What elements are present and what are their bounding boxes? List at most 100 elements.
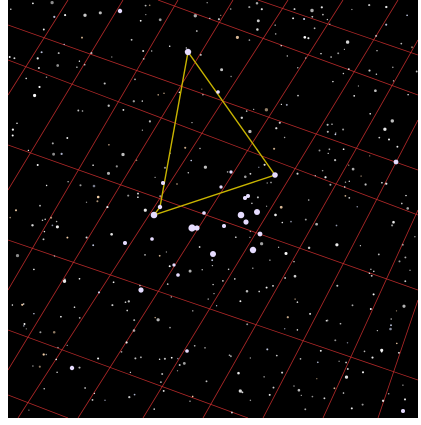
star (126, 341, 128, 343)
bright-star[interactable] (185, 49, 191, 55)
grid-line (18, 0, 288, 418)
star (279, 122, 281, 124)
bright-star[interactable] (250, 247, 256, 253)
bright-star[interactable] (394, 160, 399, 165)
bright-star[interactable] (150, 237, 154, 241)
bright-star[interactable] (246, 194, 250, 198)
star (44, 231, 45, 232)
star (159, 18, 162, 21)
bright-star[interactable] (118, 9, 122, 13)
star (157, 318, 160, 321)
star (229, 354, 231, 356)
star (144, 209, 147, 212)
star (206, 2, 207, 3)
star (330, 56, 332, 58)
star (58, 52, 60, 54)
star (321, 6, 323, 8)
star (43, 29, 45, 31)
star (12, 134, 14, 136)
star (74, 306, 76, 308)
star (202, 94, 203, 95)
bright-star[interactable] (185, 349, 189, 353)
star (362, 404, 364, 406)
star (284, 137, 285, 138)
star (390, 324, 392, 326)
star (134, 394, 136, 396)
star (133, 100, 135, 102)
star (334, 339, 336, 341)
bright-star[interactable] (70, 366, 74, 370)
star (406, 207, 409, 210)
star (331, 123, 333, 125)
star (369, 113, 371, 115)
bright-star[interactable] (138, 287, 143, 292)
star (266, 206, 267, 207)
star (251, 203, 252, 204)
star-chart[interactable] (8, 0, 418, 418)
bright-star[interactable] (194, 225, 199, 230)
bright-star[interactable] (176, 273, 180, 277)
star (360, 245, 361, 246)
star (228, 269, 230, 271)
star (280, 206, 283, 209)
star (308, 199, 310, 201)
star (336, 285, 338, 287)
star (64, 278, 66, 280)
star (284, 252, 287, 255)
star (10, 8, 11, 9)
bright-star[interactable] (158, 205, 162, 209)
star (402, 305, 405, 308)
bright-star[interactable] (161, 181, 165, 185)
star (411, 46, 413, 48)
bright-star[interactable] (243, 219, 248, 224)
star (352, 168, 355, 171)
bright-star[interactable] (272, 172, 278, 178)
star (39, 205, 41, 207)
star (360, 175, 361, 176)
bright-star[interactable] (222, 224, 226, 228)
bright-star[interactable] (258, 232, 263, 237)
star (60, 316, 62, 318)
star (371, 275, 373, 277)
star (121, 351, 123, 353)
star (370, 269, 371, 270)
star (84, 64, 86, 66)
star (78, 367, 80, 369)
star (163, 93, 164, 94)
star (130, 372, 131, 373)
star (133, 319, 135, 321)
star (9, 56, 11, 58)
bright-star[interactable] (254, 209, 260, 215)
star (53, 16, 55, 18)
bright-star[interactable] (123, 241, 127, 245)
star (113, 281, 115, 283)
star (139, 285, 141, 287)
bright-star[interactable] (210, 251, 216, 257)
bright-star[interactable] (229, 170, 232, 173)
star (347, 368, 349, 370)
bright-star[interactable] (202, 211, 206, 215)
bright-star[interactable] (219, 185, 222, 188)
bright-star[interactable] (238, 212, 245, 219)
bright-star[interactable] (172, 263, 175, 266)
star (297, 67, 298, 68)
star (275, 33, 277, 35)
star (294, 8, 296, 10)
star (61, 153, 63, 155)
star (256, 28, 259, 31)
star (143, 58, 145, 60)
bright-star[interactable] (151, 212, 158, 219)
star (204, 166, 207, 169)
star (253, 109, 254, 110)
star-chart-viewport[interactable] (8, 0, 418, 418)
star (343, 73, 345, 75)
star (32, 365, 34, 367)
star (142, 50, 144, 52)
bright-star[interactable] (216, 90, 220, 94)
star (161, 373, 163, 375)
star (304, 408, 306, 410)
bright-star[interactable] (401, 409, 405, 413)
grid-line (8, 0, 123, 190)
star (206, 380, 208, 382)
star (33, 313, 34, 314)
